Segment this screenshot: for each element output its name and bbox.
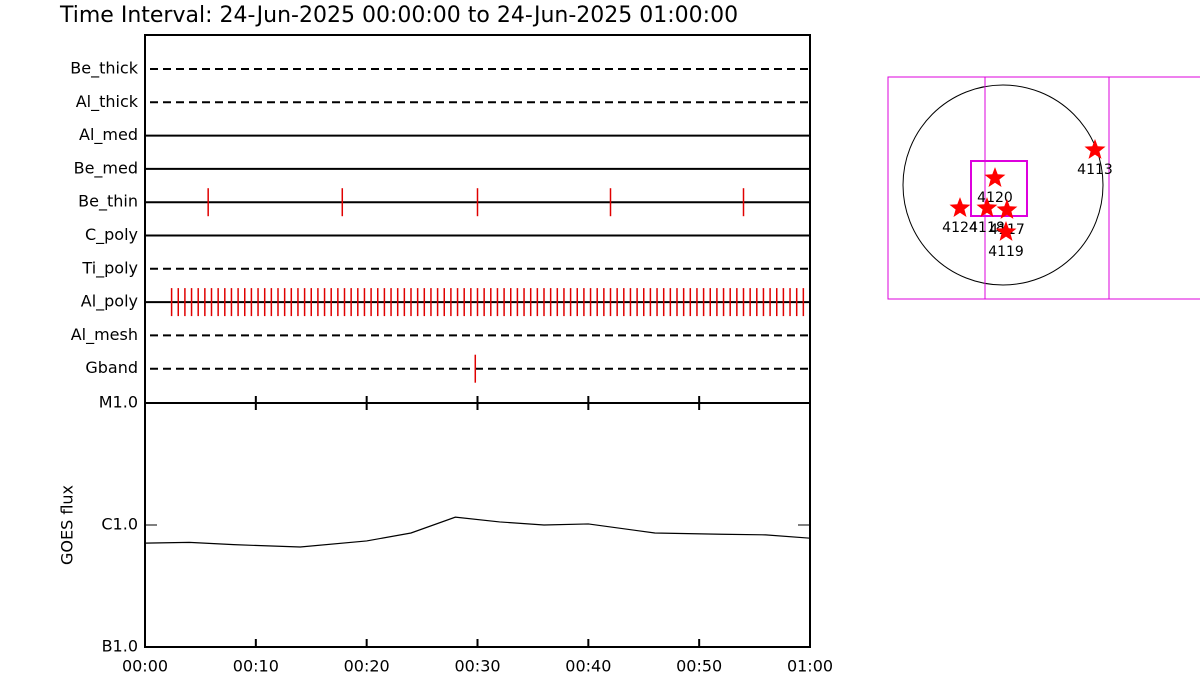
region-star	[1084, 139, 1106, 159]
y-axis-label: GOES flux	[58, 485, 77, 565]
row-label: C_poly	[85, 225, 138, 245]
x-tick-label: 00:40	[565, 657, 611, 676]
row-label: Al_med	[79, 125, 138, 145]
y-tick-label: B1.0	[102, 637, 138, 656]
region-star	[995, 221, 1017, 241]
sun-map	[887, 76, 1200, 300]
y-tick-label: C1.0	[101, 515, 138, 534]
solar-disk	[902, 84, 1104, 286]
region-label: 4119	[988, 244, 1024, 260]
fov-box	[970, 160, 1028, 217]
x-tick-label: 00:30	[454, 657, 500, 676]
x-tick-label: 00:20	[344, 657, 390, 676]
region-label: 4113	[1077, 162, 1113, 178]
x-tick-label: 00:00	[122, 657, 168, 676]
region-star	[984, 167, 1006, 187]
row-label: Al_thick	[76, 92, 139, 112]
fov-box	[887, 76, 1200, 300]
row-label: Be_thin	[78, 192, 138, 212]
region-label: 4124	[942, 220, 978, 236]
row-label: Al_mesh	[71, 325, 138, 345]
timeline-frame	[144, 34, 811, 404]
region-star	[949, 197, 971, 217]
goes-frame	[144, 402, 811, 648]
row-label: Ti_poly	[81, 258, 138, 278]
row-label: Be_thick	[70, 59, 138, 79]
x-tick-label: 01:00	[787, 657, 833, 676]
region-label: 4118	[969, 220, 1005, 236]
row-label: Al_poly	[81, 292, 138, 312]
region-star	[976, 197, 998, 217]
row-label: Be_med	[74, 158, 138, 178]
page-title: Time Interval: 24-Jun-2025 00:00:00 to 2…	[59, 3, 738, 28]
x-tick-label: 00:10	[233, 657, 279, 676]
x-tick-label: 00:50	[676, 657, 722, 676]
y-tick-label: M1.0	[99, 393, 138, 412]
row-label: Gband	[85, 358, 138, 377]
region-star	[996, 199, 1018, 219]
goes-line	[144, 516, 811, 548]
